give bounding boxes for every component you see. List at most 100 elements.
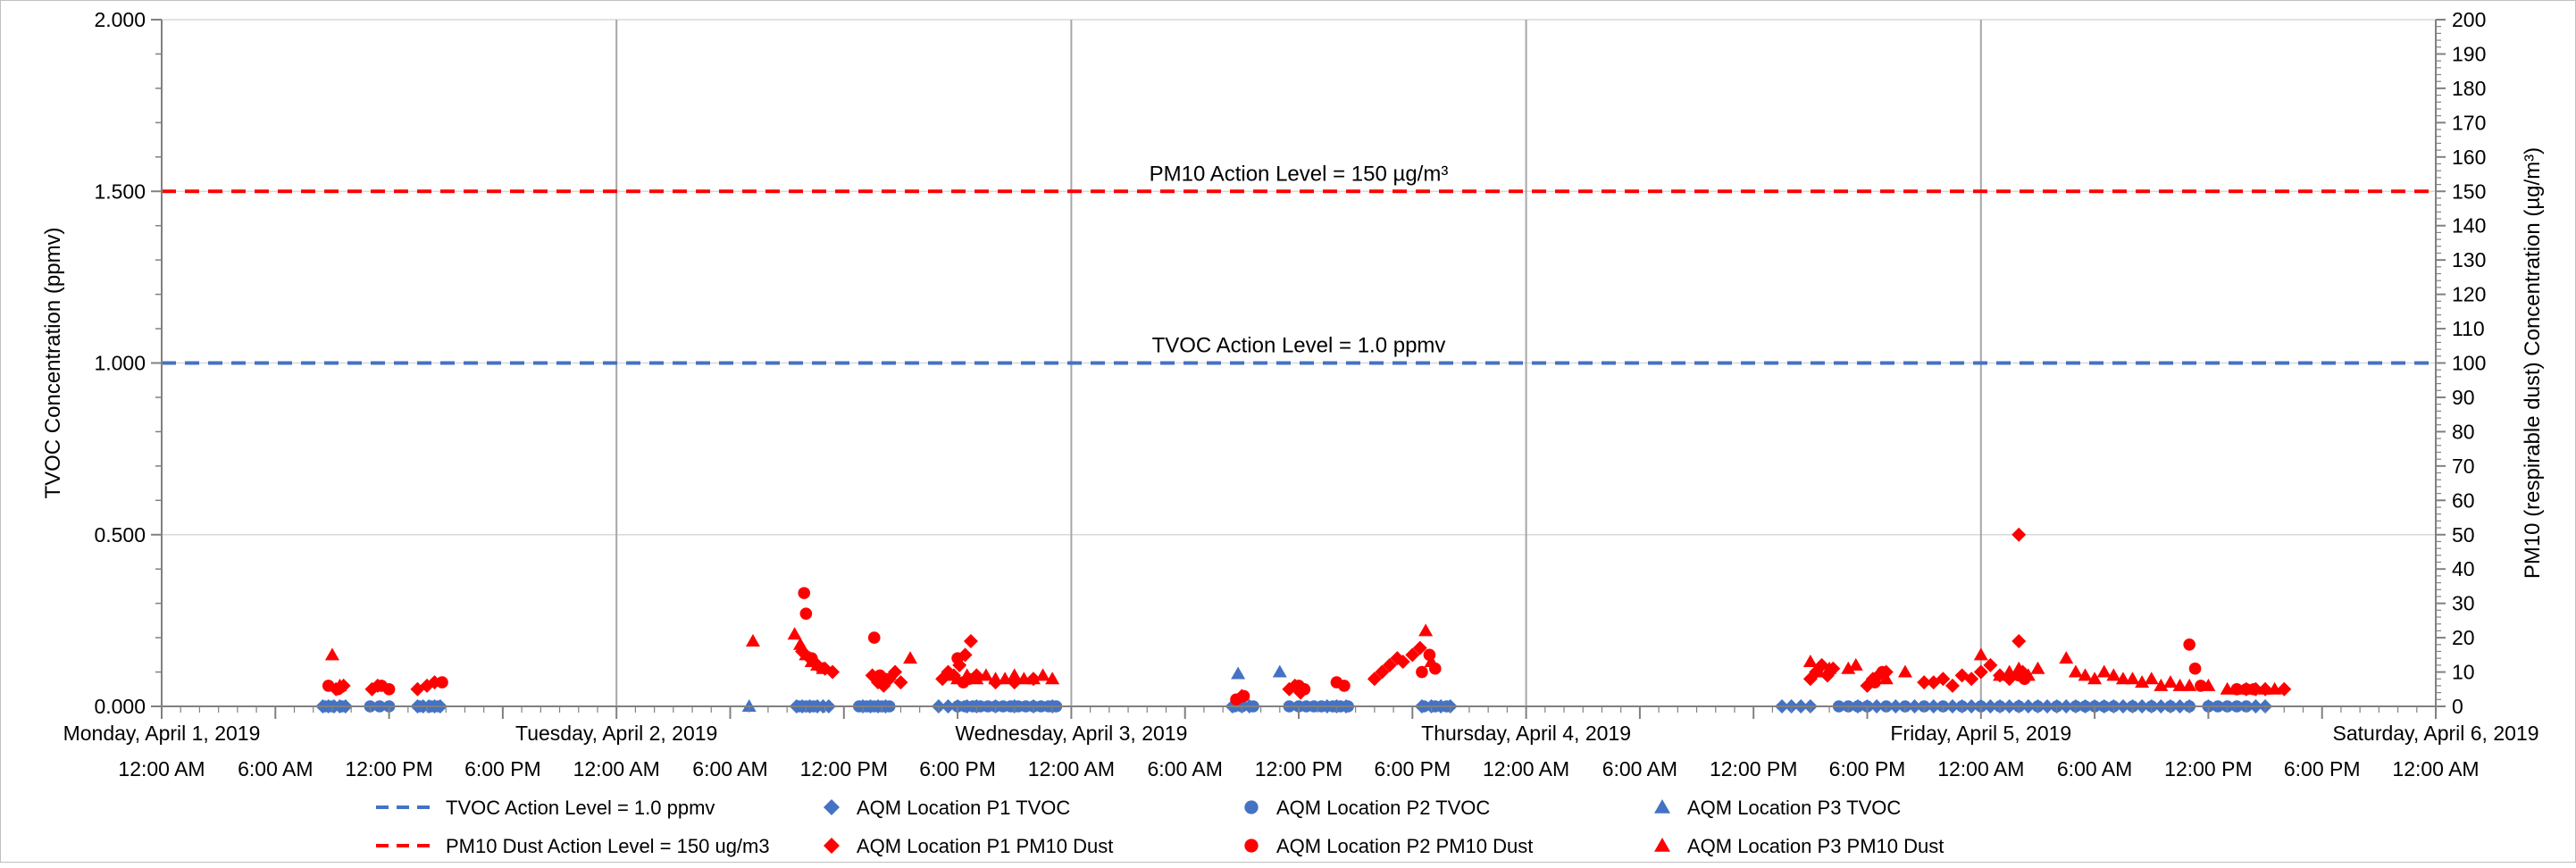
data-point [2238,681,2254,695]
legend-swatch [824,838,840,854]
data-point [2183,638,2195,651]
data-point [1016,672,1032,685]
data-point [1418,623,1434,637]
legend-item: AQM Location P3 TVOC [1654,797,1901,819]
data-point [1973,664,1988,680]
data-point [951,652,964,664]
x-time-label: 12:00 AM [573,757,660,780]
x-time-label: 12:00 PM [1710,757,1797,780]
data-point [893,675,908,690]
data-point [950,672,966,685]
x-day-label: Monday, April 1, 2019 [63,722,261,745]
right-tick-label: 50 [2452,523,2475,547]
y-axis-title-right: PM10 (respirable dust) Concentration (µg… [2521,147,2545,579]
data-point [879,672,892,686]
data-point [2201,678,2216,691]
legend-swatch [1654,838,1670,852]
legend-swatch [1244,800,1259,814]
right-tick-label: 90 [2452,386,2475,409]
legend-label: AQM Location P2 PM10 Dust [1276,835,1533,857]
data-point [2188,662,2202,675]
data-point [382,682,396,696]
legend-label: AQM Location P3 PM10 Dust [1687,835,1944,857]
data-point [436,676,448,689]
data-point [793,637,808,650]
data-point [1869,676,1881,689]
legend-item: AQM Location P3 PM10 Dust [1654,835,1944,857]
right-tick-label: 80 [2452,420,2475,443]
data-point [1424,655,1439,668]
reference-line-label: TVOC Action Level = 1.0 ppmv [1152,334,1446,358]
legend-swatch [824,799,840,815]
right-tick-label: 20 [2452,626,2475,649]
data-point [1382,657,1397,672]
data-point [2267,681,2282,695]
data-point [1375,664,1390,680]
data-point [815,661,831,674]
y-axis-title-left: TVOC Concentration (ppmv) [41,227,65,498]
data-point [1917,675,1932,690]
data-point [963,633,978,648]
right-tick-label: 110 [2452,317,2485,340]
x-time-label: 6:00 PM [919,757,996,780]
x-time-label: 12:00 AM [118,757,205,780]
data-point [903,651,918,664]
reference-lines: TVOC Action Level = 1.0 ppmv PM10 Action … [162,162,2436,365]
data-point [2172,678,2187,691]
data-point [1964,672,1979,687]
data-point [2220,681,2235,695]
legend-swatch [1654,799,1670,814]
data-point [2162,675,2178,689]
x-time-label: 12:00 PM [1255,757,1342,780]
data-point [1878,672,1894,685]
right-tick-label: 120 [2452,283,2486,306]
data-point [1416,665,1428,679]
legend-label: PM10 Dust Action Level = 150 ug/m3 [446,835,770,857]
left-tick-label: 2.000 [94,8,146,31]
data-point [959,668,974,681]
legend-label: AQM Location P2 TVOC [1276,797,1490,819]
right-tick-label: 190 [2452,42,2486,65]
x-day-label: Saturday, April 6, 2019 [2333,722,2539,745]
data-point [1802,655,1818,668]
data-point [1973,647,1988,661]
legend-item: PM10 Dust Action Level = 150 ug/m3 [376,835,770,857]
data-point [1338,680,1351,692]
data-point [988,672,1003,685]
legend-item: AQM Location P1 TVOC [824,797,1070,819]
data-point [978,668,993,681]
legend-item: AQM Location P2 PM10 Dust [1244,835,1533,857]
x-time-label: 12:00 PM [345,757,432,780]
reference-line-label: PM10 Action Level = 150 µg/m³ [1150,162,1449,186]
legend-item: AQM Location P1 PM10 Dust [824,835,1113,857]
data-point [2154,678,2169,691]
data-point [2030,661,2045,674]
data-point [1231,666,1246,680]
left-tick-label: 1.000 [94,352,146,375]
data-point [2182,678,2197,691]
data-point [2144,672,2159,685]
data-point [2002,664,2017,678]
x-time-label: 6:00 PM [1829,757,1906,780]
data-point [324,647,339,661]
right-tick-label: 40 [2452,557,2475,580]
data-point [745,633,760,647]
data-point [798,587,811,599]
data-point [1405,647,1420,663]
data-point [2230,682,2244,696]
data-point [1945,678,1960,693]
data-point [1272,664,1287,678]
x-day-label: Wednesday, April 3, 2019 [955,722,1187,745]
data-point [799,647,814,661]
right-tick-label: 130 [2452,248,2486,271]
data-point [787,627,802,640]
data-point [322,680,335,692]
x-time-label: 12:00 AM [1483,757,1569,780]
data-point [1841,661,1856,674]
data-point [332,678,347,691]
x-time-label: 12:00 PM [800,757,888,780]
data-point [1993,668,2008,681]
data-point [1822,661,1837,674]
x-time-label: 6:00 AM [1148,757,1223,780]
